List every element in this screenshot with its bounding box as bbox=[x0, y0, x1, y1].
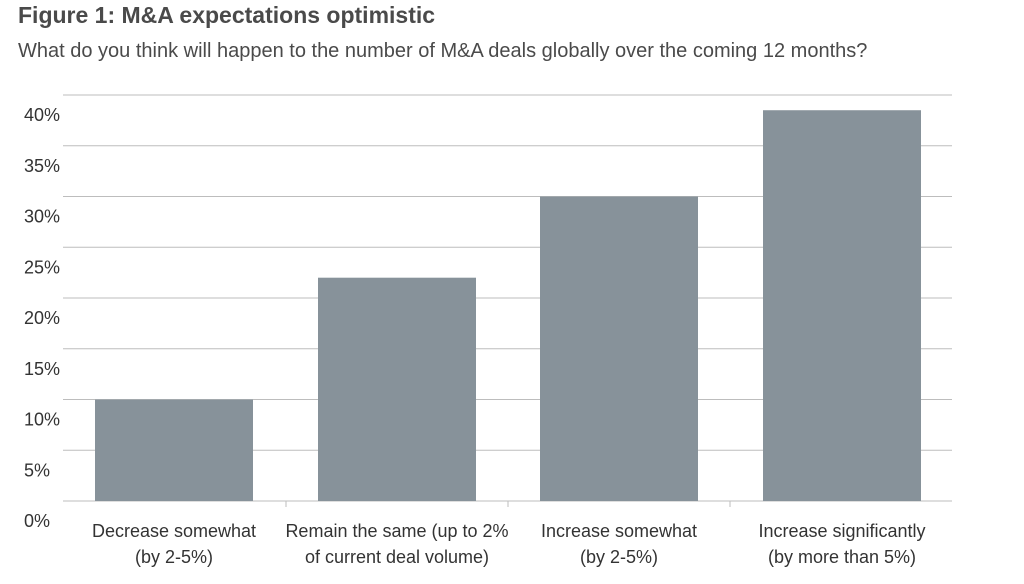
category-label: (by 2-5%) bbox=[135, 547, 213, 567]
chart-subtitle: What do you think will happen to the num… bbox=[18, 40, 868, 62]
y-tick-label: 5% bbox=[24, 460, 50, 480]
category-label: Increase somewhat bbox=[541, 521, 697, 541]
y-tick-label: 20% bbox=[24, 308, 60, 328]
y-tick-label: 30% bbox=[24, 207, 60, 227]
y-tick-label: 35% bbox=[24, 156, 60, 176]
category-label: Remain the same (up to 2% bbox=[285, 521, 508, 541]
chart-title: Figure 1: M&A expectations optimistic bbox=[18, 2, 436, 28]
y-tick-label: 10% bbox=[24, 410, 60, 430]
category-label: Increase significantly bbox=[758, 521, 925, 541]
y-tick-label: 25% bbox=[24, 257, 60, 277]
y-tick-label: 40% bbox=[24, 105, 60, 125]
y-tick-label: 15% bbox=[24, 359, 60, 379]
bar bbox=[540, 196, 698, 501]
category-label: (by more than 5%) bbox=[768, 547, 916, 567]
category-label: Decrease somewhat bbox=[92, 521, 256, 541]
y-tick-label: 0% bbox=[24, 511, 50, 531]
category-label: (by 2-5%) bbox=[580, 547, 658, 567]
category-label: of current deal volume) bbox=[305, 547, 489, 567]
bar bbox=[318, 277, 476, 501]
bar bbox=[763, 110, 921, 501]
bar bbox=[95, 399, 253, 501]
